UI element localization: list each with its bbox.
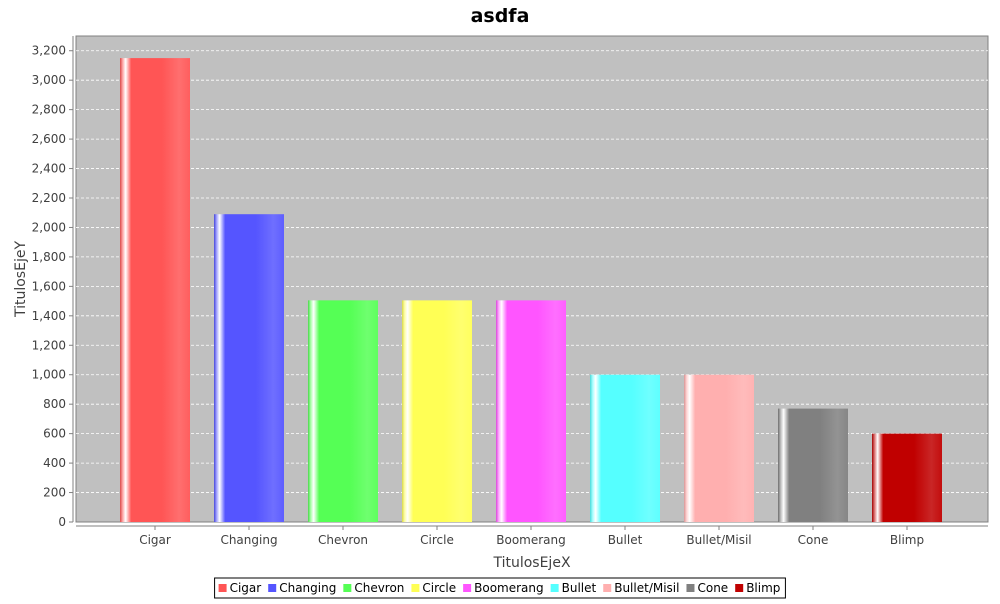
- y-tick-label: 2,000: [32, 220, 66, 234]
- x-tick-label: Changing: [220, 533, 277, 547]
- legend: Cigar Changing Chevron Circle Boomerang Bulle…: [214, 577, 786, 599]
- legend-box: [214, 577, 786, 599]
- y-tick-label: 600: [43, 427, 66, 441]
- bar-boomerang: [496, 300, 566, 522]
- x-tick-label: Cone: [798, 533, 829, 547]
- y-tick-label: 0: [58, 515, 66, 529]
- y-tick-label: 1,400: [32, 309, 66, 323]
- legend-label: Chevron: [354, 581, 404, 595]
- bar-chevron: [308, 300, 378, 522]
- y-tick-label: 1,800: [32, 250, 66, 264]
- x-tick-label: Bullet/Misil: [686, 533, 751, 547]
- bar-blimp: [872, 433, 942, 522]
- legend-swatch: [550, 584, 559, 592]
- y-tick-label: 800: [43, 397, 66, 411]
- bars: [120, 58, 942, 522]
- x-tick-label: Bullet: [608, 533, 643, 547]
- legend-label: Blimp: [746, 581, 780, 595]
- legend-label: Circle: [422, 581, 456, 595]
- legend-label: Cigar: [230, 581, 262, 595]
- x-tick-label: Circle: [420, 533, 454, 547]
- legend-label: Cone: [697, 581, 728, 595]
- legend-swatch: [343, 584, 352, 592]
- x-axis: Cigar Changing Chevron Circle Boomerang Bulle…: [76, 525, 988, 547]
- y-axis: 0 200 400 600 800 1,000 1,200 1,400 1,600 1,800 2,…: [32, 36, 74, 529]
- bar-bullet: [590, 374, 660, 522]
- y-tick-label: 1,600: [32, 279, 66, 293]
- legend-swatch: [686, 584, 695, 592]
- y-tick-label: 2,800: [32, 103, 66, 117]
- x-tick-label: Boomerang: [496, 533, 566, 547]
- x-tick-label: Chevron: [318, 533, 368, 547]
- legend-label: Bullet/Misil: [614, 581, 679, 595]
- y-tick-label: 2,400: [32, 162, 66, 176]
- y-axis-label: TitulosEjeY: [13, 241, 29, 318]
- y-tick-label: 1,000: [32, 368, 66, 382]
- legend-swatch: [603, 584, 612, 592]
- legend-swatch: [735, 584, 744, 592]
- y-tick-label: 3,200: [32, 44, 66, 58]
- legend-swatch: [268, 584, 277, 592]
- legend-label: Bullet: [562, 581, 597, 595]
- legend-swatch: [411, 584, 420, 592]
- bar-changing: [214, 214, 284, 522]
- legend-swatch: [218, 584, 227, 592]
- legend-swatch: [463, 584, 472, 592]
- y-tick-label: 1,200: [32, 338, 66, 352]
- x-tick-label: Blimp: [890, 533, 924, 547]
- legend-label: Boomerang: [474, 581, 544, 595]
- bar-bullet-misil: [684, 374, 754, 522]
- bar-cigar: [120, 58, 190, 522]
- y-tick-label: 200: [43, 486, 66, 500]
- chart-title: asdfa: [471, 5, 530, 27]
- y-tick-label: 3,000: [32, 73, 66, 87]
- y-tick-label: 2,200: [32, 191, 66, 205]
- legend-label: Changing: [279, 581, 336, 595]
- y-tick-label: 400: [43, 456, 66, 470]
- bar-circle: [402, 300, 472, 522]
- y-tick-label: 2,600: [32, 132, 66, 146]
- bar-cone: [778, 408, 848, 522]
- x-tick-label: Cigar: [139, 533, 171, 547]
- x-axis-label: TitulosEjeX: [492, 555, 570, 571]
